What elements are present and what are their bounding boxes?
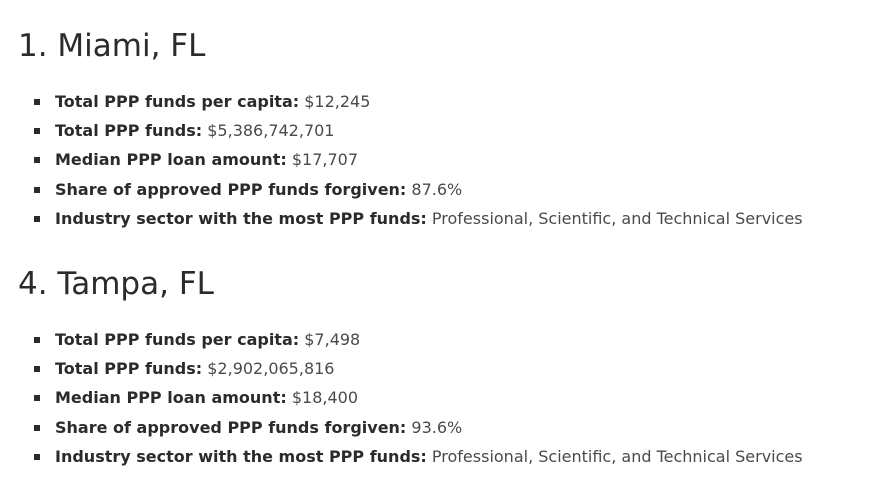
fact-label: Median PPP loan amount: [55,388,287,408]
fact-item: Median PPP loan amount: $18,400 [0,383,803,412]
fact-label: Total PPP funds: [55,121,203,141]
fact-value: $18,400 [286,388,358,408]
bullet-icon [34,215,40,222]
city-heading: 4. Tampa, FL [18,266,214,302]
fact-label: Industry sector with the most PPP funds: [55,446,427,466]
fact-value: $5,386,742,701 [202,121,335,141]
bullet-icon [34,157,40,164]
fact-label: Industry sector with the most PPP funds: [55,208,427,228]
fact-item: Share of approved PPP funds forgiven: 87… [0,175,803,204]
bullet-icon [34,453,40,460]
fact-label: Total PPP funds per capita: [55,330,300,349]
fact-label: Median PPP loan amount: [55,150,287,170]
bullet-icon [34,128,40,135]
bullet-icon [34,424,40,431]
fact-list: Total PPP funds per capita: $7,498 Total… [0,325,803,471]
fact-label: Share of approved PPP funds forgiven: [55,417,407,437]
fact-item: Total PPP funds: $5,386,742,701 [0,116,803,145]
fact-list: Total PPP funds per capita: $12,245 Tota… [0,87,803,233]
fact-value: Professional, Scientific, and Technical … [426,208,803,228]
fact-item: Total PPP funds: $2,902,065,816 [0,354,803,383]
fact-label: Total PPP funds: [55,359,203,379]
bullet-icon [34,366,40,373]
fact-item: Total PPP funds per capita: $12,245 [0,87,803,116]
fact-value: $12,245 [299,92,371,111]
fact-item: Industry sector with the most PPP funds:… [0,204,803,233]
bullet-icon [34,99,40,105]
fact-value: Professional, Scientific, and Technical … [426,446,803,466]
fact-label: Share of approved PPP funds forgiven: [55,179,407,199]
fact-value: 93.6% [406,417,463,437]
fact-item: Industry sector with the most PPP funds:… [0,442,803,471]
bullet-icon [34,337,40,343]
fact-value: 87.6% [406,179,463,199]
fact-label: Total PPP funds per capita: [55,92,300,111]
fact-value: $7,498 [299,330,361,349]
bullet-icon [34,186,40,193]
fact-value: $17,707 [286,150,358,170]
fact-value: $2,902,065,816 [202,359,335,379]
fact-item: Total PPP funds per capita: $7,498 [0,325,803,354]
bullet-icon [34,395,40,402]
city-heading: 1. Miami, FL [18,28,206,64]
fact-item: Median PPP loan amount: $17,707 [0,145,803,174]
fact-item: Share of approved PPP funds forgiven: 93… [0,413,803,442]
